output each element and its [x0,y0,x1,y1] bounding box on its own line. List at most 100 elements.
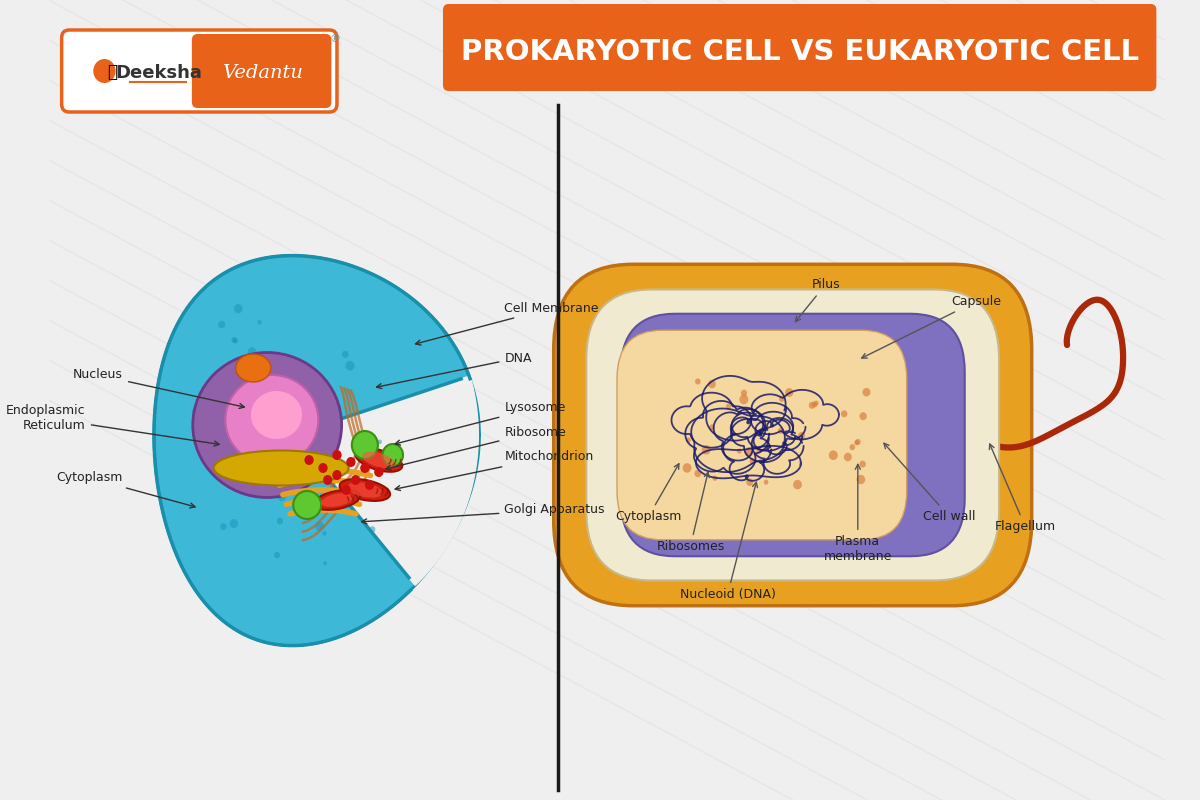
Text: Endoplasmic
Reticulum: Endoplasmic Reticulum [6,404,220,446]
Circle shape [305,455,313,465]
Circle shape [863,388,870,397]
Text: Cell wall: Cell wall [884,443,976,523]
Circle shape [229,519,238,528]
Text: Plasma
membrane: Plasma membrane [823,464,892,563]
Text: ®: ® [330,34,341,44]
Circle shape [378,439,382,444]
Text: Mitochondrion: Mitochondrion [395,450,594,490]
Circle shape [709,424,715,430]
Circle shape [740,390,748,397]
Circle shape [809,402,815,409]
FancyBboxPatch shape [587,290,1000,581]
Text: 🔥: 🔥 [107,63,116,81]
Text: Lysosome: Lysosome [395,402,565,445]
Circle shape [746,478,754,486]
Circle shape [221,523,227,530]
Circle shape [320,470,325,476]
Circle shape [695,470,701,478]
Circle shape [200,423,208,430]
Circle shape [365,480,374,490]
Circle shape [317,392,322,397]
Circle shape [277,492,286,501]
Circle shape [284,390,292,398]
Circle shape [708,380,716,388]
Circle shape [737,449,742,454]
Circle shape [306,506,314,515]
Circle shape [323,561,328,566]
Circle shape [702,445,710,454]
Ellipse shape [235,354,271,382]
Circle shape [334,501,338,507]
Circle shape [756,448,761,454]
Circle shape [739,394,749,404]
Circle shape [215,426,218,430]
Circle shape [726,403,731,409]
Circle shape [793,480,802,490]
Ellipse shape [352,431,378,459]
Circle shape [850,444,856,450]
Circle shape [686,438,691,443]
Ellipse shape [251,391,302,439]
Circle shape [254,470,264,479]
Circle shape [257,320,262,325]
Circle shape [798,432,805,440]
Text: Golgi Apparatus: Golgi Apparatus [361,503,605,524]
Circle shape [332,450,342,460]
Circle shape [217,474,221,478]
Text: Capsule: Capsule [862,295,1001,358]
Text: Deeksha: Deeksha [115,64,202,82]
Ellipse shape [293,491,322,519]
Circle shape [857,475,865,484]
Circle shape [361,447,366,452]
Circle shape [856,439,860,445]
Circle shape [342,350,349,358]
Circle shape [811,402,817,407]
Text: Cytoplasm: Cytoplasm [616,464,682,523]
Circle shape [713,475,718,481]
FancyBboxPatch shape [192,34,331,108]
Circle shape [360,463,370,473]
Text: PROKARYOTIC CELL VS EUKARYOTIC CELL: PROKARYOTIC CELL VS EUKARYOTIC CELL [461,38,1139,66]
Text: Cytoplasm: Cytoplasm [56,471,196,508]
Circle shape [316,522,324,531]
Circle shape [683,463,691,473]
Circle shape [318,463,328,473]
Circle shape [859,461,866,468]
Circle shape [280,362,289,372]
Circle shape [323,502,330,510]
Circle shape [374,467,384,477]
Ellipse shape [383,444,403,466]
Circle shape [247,347,257,357]
Circle shape [234,304,242,314]
FancyBboxPatch shape [620,314,965,556]
Polygon shape [293,376,479,586]
Circle shape [779,396,785,402]
Circle shape [370,526,376,533]
Circle shape [277,518,283,524]
Circle shape [744,447,754,457]
Text: Flagellum: Flagellum [990,444,1056,533]
Circle shape [763,480,768,485]
Text: Ribosomes: Ribosomes [656,472,725,553]
Circle shape [342,485,350,495]
Circle shape [750,458,755,464]
Circle shape [844,453,852,462]
Circle shape [347,457,355,467]
Text: DNA: DNA [377,351,532,389]
Ellipse shape [355,448,402,472]
Circle shape [233,338,238,343]
Circle shape [218,321,226,328]
Circle shape [268,366,275,373]
Text: Vedantu: Vedantu [222,64,302,82]
Circle shape [778,428,784,434]
Circle shape [368,445,372,449]
FancyBboxPatch shape [553,264,1032,606]
Circle shape [311,427,319,436]
Text: Nucleus: Nucleus [73,369,245,409]
Circle shape [841,410,847,418]
Circle shape [280,470,288,478]
Ellipse shape [347,482,383,498]
Ellipse shape [214,450,348,486]
Ellipse shape [226,375,318,465]
Ellipse shape [193,353,342,498]
